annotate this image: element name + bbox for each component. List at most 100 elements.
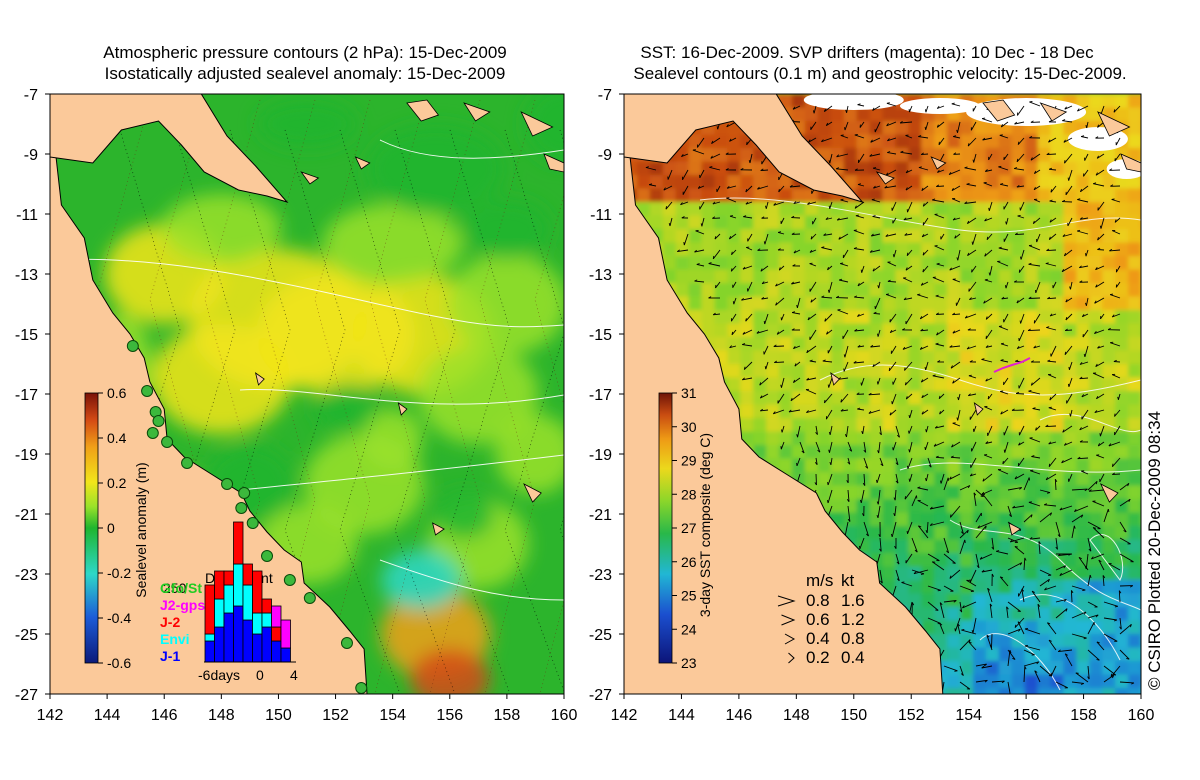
tide-gauge-marker: [141, 385, 154, 397]
lat-tick-label: -9: [598, 147, 612, 164]
svp-drifter-track: [993, 357, 1031, 373]
inset-bar: [223, 584, 234, 614]
island: [543, 153, 564, 173]
velocity-key-arrow: [777, 595, 796, 607]
inset-bar: [233, 521, 244, 565]
inset-bar: [233, 605, 244, 663]
inset-bar: [252, 633, 263, 663]
lon-tick-label: 148: [208, 707, 235, 724]
tide-gauge-marker: [235, 502, 248, 514]
lon-tick-label: 150: [265, 707, 292, 724]
island: [463, 102, 491, 122]
inset-bar: [214, 570, 225, 600]
new-guinea-land: [50, 94, 289, 203]
lon-tick-label: 152: [898, 707, 925, 724]
left-title-line2: Isostatically adjusted sealevel anomaly:…: [105, 64, 506, 83]
colorbar-tick-label: 29: [681, 453, 697, 469]
colorbar-tick-label: 25: [681, 588, 697, 604]
lon-tick-label: 158: [1070, 707, 1097, 724]
lon-tick-label: 156: [436, 707, 463, 724]
right-lon-axis: 142 144 146 148 150 152 154 156 158 160: [611, 694, 1154, 724]
inset-bar: [204, 633, 215, 642]
lon-tick-label: 144: [94, 707, 121, 724]
velocity-key-kt: 0.8: [841, 629, 865, 648]
lat-tick-label: -25: [589, 627, 612, 644]
inset-bar: [242, 563, 253, 586]
lon-tick-label: 142: [37, 707, 64, 724]
island: [1097, 111, 1131, 137]
lon-tick-label: 156: [1013, 707, 1040, 724]
velocity-key-kt: 0.4: [841, 648, 865, 667]
island: [523, 483, 542, 503]
right-title-line2: Sealevel contours (0.1 m) and geostrophi…: [633, 64, 1126, 83]
lat-tick-label: -15: [15, 327, 38, 344]
lat-tick-label: -7: [598, 87, 612, 104]
colorbar-tick-label: -0.4: [107, 610, 131, 626]
tide-gauge-marker: [181, 457, 194, 469]
inset-bar: [214, 626, 225, 663]
inset-bar: [242, 619, 253, 663]
right-lat-axis: -7 -9 -11 -13 -15 -17 -19 -21 -23 -25 -27: [589, 87, 624, 704]
inset-bar: [204, 640, 215, 663]
velocity-key-ms-header: m/s: [806, 571, 833, 590]
inset-bar: [261, 626, 272, 663]
inset-bar: [280, 647, 291, 663]
colorbar-tick-label: 0.2: [107, 475, 127, 491]
colorbar-tick-label: -0.6: [107, 655, 131, 671]
velocity-key-arrow: [781, 614, 796, 626]
colorbar-tick-label: 27: [681, 520, 697, 536]
inset-bar: [214, 598, 225, 628]
velocity-key-ms: 0.2: [806, 648, 830, 667]
colorbar-tick-label: 26: [681, 554, 697, 570]
inset-bar: [271, 605, 282, 628]
velocity-key-arrow: [788, 652, 795, 664]
lat-tick-label: -9: [24, 147, 38, 164]
velocity-key: m/s kt 0.8 1.60.6 1.20.4 0.80.2 0.4: [777, 571, 865, 667]
lat-tick-label: -23: [589, 567, 612, 584]
csiro-credit: © CSIRO Plotted 20-Dec-2009 08:34: [1145, 411, 1164, 690]
colorbar-tick-label: 31: [681, 385, 697, 401]
lon-tick-label: 148: [783, 707, 810, 724]
lat-tick-label: -27: [589, 687, 612, 704]
colorbar-tick-label: 23: [681, 655, 697, 671]
tide-gauge-marker: [340, 637, 353, 649]
lon-tick-label: 146: [726, 707, 753, 724]
island: [982, 99, 1016, 122]
lon-tick-label: 152: [322, 707, 349, 724]
inset-bar: [233, 563, 244, 607]
inset-bar: [223, 570, 234, 586]
inset-bar: [204, 584, 215, 635]
colorbar-tick-label: 28: [681, 486, 697, 502]
lat-tick-label: -27: [15, 687, 38, 704]
sealevel-colorbar-label: Sealevel anomaly (m): [133, 462, 149, 597]
inset-legend-entry: Gfo/St: [160, 580, 202, 596]
island: [354, 156, 371, 170]
velocity-key-kt: 1.6: [841, 591, 865, 610]
tide-gauge-marker: [161, 436, 174, 448]
tide-gauge-marker: [355, 682, 368, 694]
tide-gauge-marker: [146, 427, 159, 439]
sst-colorbar: 31 30 29 28 27 26 25 24 23 3-day SST composite (…: [658, 385, 713, 671]
inset-xtick-end: 4: [290, 667, 298, 683]
lon-tick-label: 146: [151, 707, 178, 724]
lat-tick-label: -7: [24, 87, 38, 104]
island: [1008, 522, 1022, 536]
lat-tick-label: -25: [15, 627, 38, 644]
inset-bar: [271, 640, 282, 663]
sealevel-colorbar: 0.6 0.4 0.2 0 -0.2 -0.4 -0.6 Sealevel anomaly …: [84, 385, 149, 671]
sst-colorbar-label: 3-day SST composite (deg C): [697, 433, 713, 617]
lon-tick-label: 150: [840, 707, 867, 724]
island: [973, 402, 984, 416]
tide-gauge-marker: [261, 550, 274, 562]
australia-land: [50, 94, 368, 694]
inset-bar: [223, 612, 234, 663]
island: [432, 522, 445, 536]
tide-gauge-marker: [126, 340, 139, 352]
lat-tick-label: -15: [589, 327, 612, 344]
lon-tick-label: 154: [379, 707, 406, 724]
tide-gauge-marker: [238, 487, 251, 499]
colorbar-tick-label: 0.6: [107, 385, 127, 401]
lat-tick-label: -17: [589, 387, 612, 404]
